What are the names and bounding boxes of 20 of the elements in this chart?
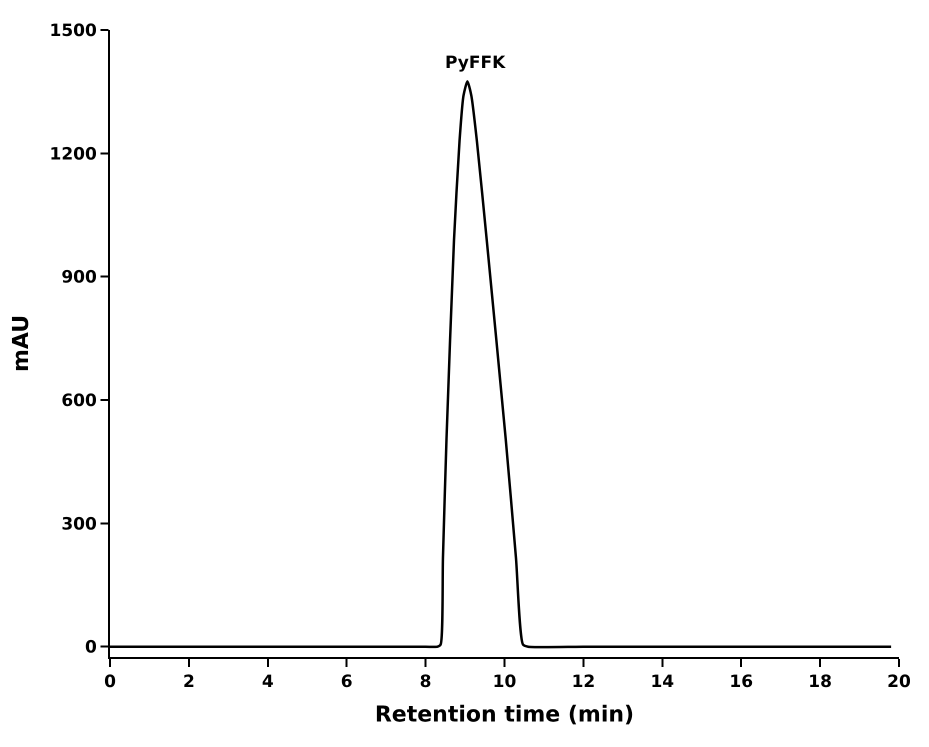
x-tick-label: 0	[104, 672, 116, 692]
y-tick-label: 600	[61, 390, 98, 411]
y-tick-label: 300	[61, 514, 98, 534]
x-tick-label: 20	[887, 672, 911, 692]
x-tick-label: 4	[262, 672, 274, 692]
x-tick-label: 8	[420, 672, 432, 692]
x-tick-label: 2	[182, 672, 195, 692]
x-tick-label: 14	[650, 672, 674, 692]
y-tick-label: 1500	[50, 20, 98, 41]
y-tick-label: 1200	[50, 144, 98, 164]
x-tick-label: 10	[492, 672, 516, 692]
x-tick-label: 6	[340, 672, 353, 692]
y-tick-label: 0	[85, 638, 98, 658]
x-tick-label: 12	[572, 672, 596, 692]
annotation: PyFFK	[445, 53, 506, 73]
y-tick-label: 900	[61, 268, 98, 288]
x-tick-label: 16	[729, 672, 754, 692]
y-axis-title: mAU	[8, 314, 34, 372]
x-tick-label: 18	[808, 672, 832, 692]
x-axis-title: Retention time (min)	[374, 702, 634, 728]
